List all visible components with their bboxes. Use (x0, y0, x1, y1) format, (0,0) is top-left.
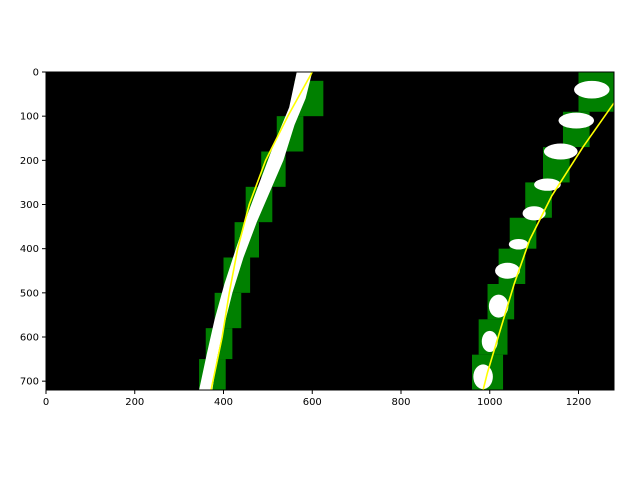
x-tick-label: 0 (43, 397, 49, 408)
fit-lines-layer (210, 72, 614, 390)
y-tick-label: 700 (20, 377, 39, 388)
right-lane-pixels (522, 206, 546, 221)
left-fit-line (210, 72, 313, 390)
y-tick-label: 200 (20, 156, 39, 167)
right-lane-pixels (543, 143, 578, 160)
plot-frame (45, 71, 615, 391)
x-tick-label: 600 (303, 397, 322, 408)
right-lane-pixels (495, 262, 520, 279)
x-tick-label: 1200 (566, 397, 591, 408)
right-lane-pixels (488, 294, 509, 318)
plot-content (199, 72, 614, 390)
right-lane-pixels (473, 364, 493, 390)
x-tick-label: 400 (214, 397, 233, 408)
y-tick-label: 500 (20, 288, 39, 299)
x-tick-label: 1000 (477, 397, 502, 408)
right-lane-pixels (481, 330, 498, 353)
right-lane-pixels (574, 80, 610, 99)
y-tick-label: 600 (20, 333, 39, 344)
right-lane-pixels (508, 238, 529, 250)
lane-pixels-layer (199, 72, 610, 390)
right-lane-pixels (534, 178, 561, 191)
right-lane-pixels (558, 112, 595, 129)
y-tick-label: 100 (20, 112, 39, 123)
right-fit-line (482, 102, 614, 390)
x-axis: 0 200 400 600 800 1000 1200 (43, 390, 591, 408)
x-tick-label: 800 (391, 397, 410, 408)
y-tick-label: 0 (33, 68, 39, 79)
y-tick-label: 400 (20, 244, 39, 255)
y-tick-label: 300 (20, 200, 39, 211)
y-axis: 0 100 200 300 400 500 600 700 (20, 68, 46, 388)
left-lane-pixels (199, 72, 313, 390)
x-tick-label: 200 (125, 397, 144, 408)
